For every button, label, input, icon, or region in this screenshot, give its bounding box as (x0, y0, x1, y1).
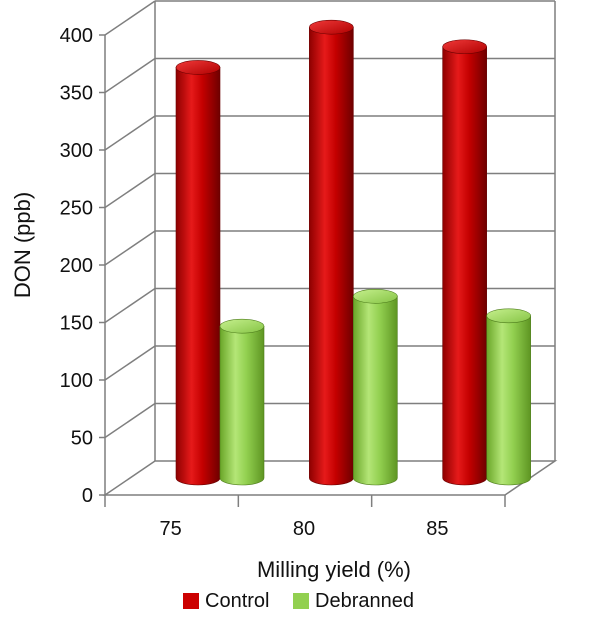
y-axis: 0 50 100 150 200 250 300 350 400 (60, 1, 156, 507)
bar-control (442, 39, 487, 486)
x-tick-label: 80 (293, 518, 315, 540)
x-axis-title: Milling yield (%) (257, 557, 411, 582)
bar-top (353, 288, 398, 304)
bar-body (353, 296, 398, 486)
legend-label-debranned: Debranned (315, 590, 414, 612)
x-axis: 75 80 85 (104, 495, 506, 540)
y-tick-label: 350 (60, 83, 93, 105)
bar-top (309, 19, 354, 35)
legend: Control Debranned (183, 590, 414, 612)
legend-label-control: Control (205, 590, 269, 612)
bar-debranned (219, 318, 265, 486)
y-tick-label: 200 (60, 255, 93, 277)
bar-body (219, 325, 265, 486)
gridline-side (104, 115, 156, 151)
bar-body (486, 315, 531, 486)
y-tick-label: 300 (60, 140, 93, 162)
legend-swatch-debranned (293, 593, 309, 609)
legend-swatch-control (183, 593, 199, 609)
bar-debranned (486, 308, 531, 486)
bar-top (219, 318, 265, 334)
bar-body (309, 26, 354, 486)
y-axis-title: DON (ppb) (10, 192, 35, 298)
y-tick-label: 0 (82, 485, 93, 507)
gridline-side (104, 287, 156, 324)
y-tick-label: 250 (60, 198, 93, 220)
bar-control (309, 19, 354, 486)
y-tick-label: 50 (71, 428, 93, 450)
gridline-side (104, 402, 156, 439)
bar-top (442, 39, 487, 55)
bar-top (486, 308, 531, 324)
y-tick-label: 400 (60, 25, 93, 47)
gridline-side (104, 345, 156, 381)
gridline-side (104, 230, 156, 266)
bars (175, 19, 531, 486)
x-tick-label: 75 (160, 518, 182, 540)
y-tick-label: 100 (60, 370, 93, 392)
bar-top (175, 60, 221, 75)
gridline-side (104, 172, 156, 209)
gridline-side (104, 0, 156, 36)
bar-body (175, 67, 221, 486)
y-tick-label: 150 (60, 313, 93, 335)
bar-body (442, 46, 487, 486)
bar-control (175, 60, 221, 486)
x-tick-label: 85 (426, 518, 448, 540)
bar-debranned (353, 288, 398, 486)
gridline-side (104, 57, 156, 94)
